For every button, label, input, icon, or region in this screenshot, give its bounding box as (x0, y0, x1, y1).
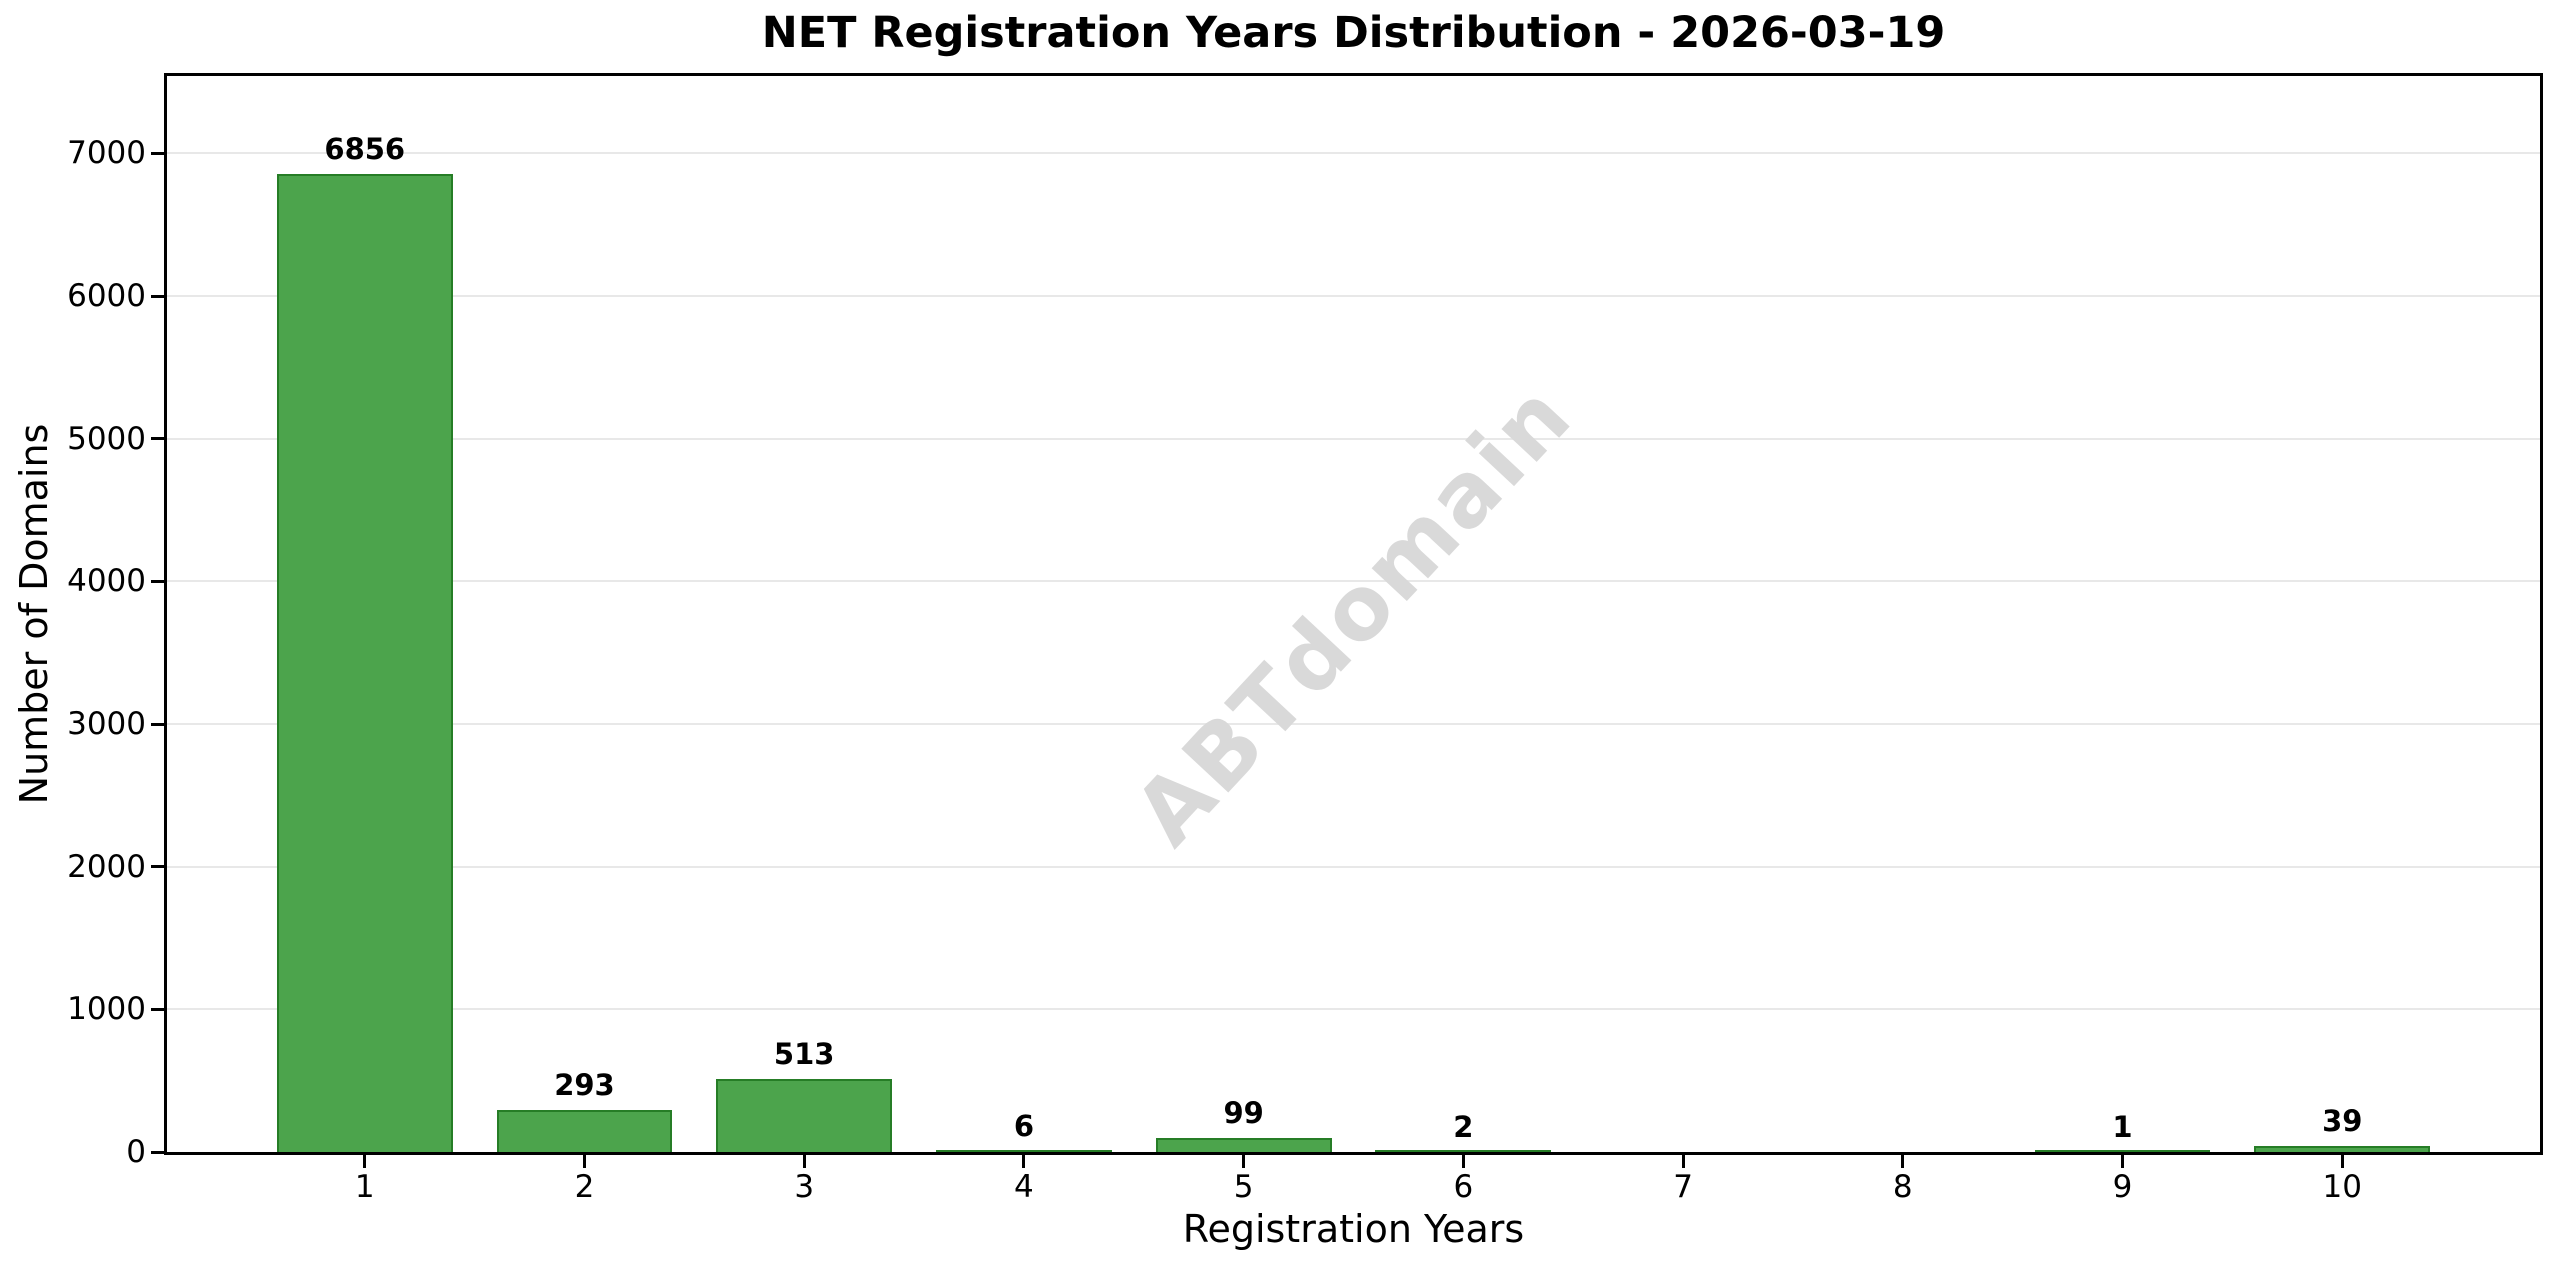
y-tick-6000 (151, 294, 164, 298)
bar-value-label-9: 1 (2112, 1109, 2133, 1144)
x-tick-3 (802, 1155, 806, 1168)
x-tick-label-5: 5 (1233, 1169, 1254, 1205)
gridline-y-7000 (167, 152, 2540, 155)
x-tick-label-2: 2 (574, 1169, 595, 1205)
gridline-y-1000 (167, 1008, 2540, 1011)
bar-value-label-2: 293 (554, 1068, 615, 1103)
x-tick-1 (363, 1155, 367, 1168)
y-tick-label-2000: 2000 (67, 848, 146, 885)
bar-value-label-1: 6856 (324, 131, 406, 166)
y-tick-5000 (151, 437, 164, 441)
bar-value-label-5: 99 (1223, 1095, 1264, 1130)
y-tick-label-0: 0 (126, 1134, 146, 1170)
bar-value-label-4: 6 (1013, 1109, 1034, 1144)
bar-3 (716, 1078, 893, 1152)
x-tick-5 (1242, 1155, 1246, 1168)
bar-value-label-6: 2 (1453, 1109, 1474, 1144)
gridline-y-2000 (167, 865, 2540, 868)
bar-9 (2034, 1150, 2211, 1152)
x-tick-7 (1681, 1155, 1685, 1168)
y-tick-7000 (151, 151, 164, 155)
y-tick-0 (151, 1150, 164, 1154)
y-tick-3000 (151, 722, 164, 726)
y-tick-label-1000: 1000 (67, 991, 146, 1028)
bar-value-label-3: 513 (773, 1036, 835, 1071)
y-tick-label-5000: 5000 (67, 420, 146, 457)
x-tick-label-7: 7 (1673, 1169, 1693, 1205)
x-tick-8 (1901, 1155, 1905, 1168)
bar-4 (936, 1150, 1112, 1152)
bar-6 (1375, 1150, 1552, 1152)
y-tick-label-4000: 4000 (67, 563, 146, 600)
x-tick-label-10: 10 (2322, 1169, 2362, 1205)
gridline-y-6000 (167, 295, 2540, 297)
x-tick-label-3: 3 (794, 1169, 815, 1205)
y-tick-1000 (151, 1007, 164, 1011)
x-tick-10 (2340, 1155, 2344, 1168)
bar-5 (1155, 1137, 1332, 1152)
chart-title: NET Registration Years Distribution - 20… (761, 8, 1946, 58)
y-axis-label: Number of Domains (12, 423, 56, 805)
bar-2 (496, 1110, 673, 1152)
x-tick-6 (1461, 1155, 1465, 1168)
x-tick-label-8: 8 (1892, 1169, 1913, 1205)
y-tick-4000 (151, 579, 164, 583)
bar-value-label-10: 39 (2322, 1104, 2363, 1139)
plot-area: ABTdomain 6856 293 513 6 99 2 1 39 (151, 73, 2543, 1168)
gridline-y-5000 (167, 437, 2540, 440)
x-tick-9 (2121, 1155, 2125, 1168)
x-tick-4 (1022, 1155, 1026, 1168)
x-tick-label-6: 6 (1453, 1169, 1474, 1205)
x-axis-label: Registration Years (1182, 1207, 1525, 1251)
y-tick-label-6000: 6000 (67, 277, 146, 314)
y-tick-2000 (151, 865, 164, 869)
gridline-y-4000 (167, 580, 2540, 583)
y-tick-label-3000: 3000 (67, 705, 146, 742)
x-tick-2 (582, 1155, 586, 1168)
x-tick-label-4: 4 (1014, 1169, 1034, 1205)
gridline-y-3000 (167, 723, 2540, 725)
y-tick-label-7000: 7000 (67, 135, 146, 172)
bar-1 (276, 173, 453, 1152)
x-tick-label-9: 9 (2112, 1169, 2133, 1205)
bar-10 (2254, 1146, 2431, 1152)
x-tick-label-1: 1 (354, 1169, 375, 1205)
